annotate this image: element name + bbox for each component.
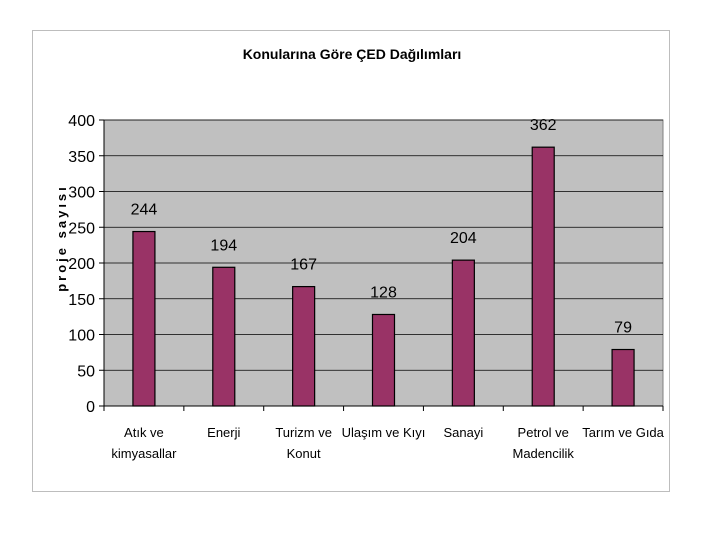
y-tick-label: 250: [68, 220, 95, 237]
bar-value-label: 204: [450, 230, 477, 247]
y-tick-label: 100: [68, 328, 95, 345]
bar-value-label: 167: [290, 257, 317, 274]
bar: [292, 285, 316, 407]
category-label: Ulaşım ve Kıyı: [342, 425, 426, 440]
category-label: Tarım ve Gıda: [582, 425, 664, 440]
bar-value-label: 244: [131, 202, 158, 219]
category-label: Madencilik: [513, 446, 575, 461]
y-tick-label: 200: [68, 256, 95, 273]
y-tick-label: 0: [86, 399, 95, 416]
bar: [531, 146, 555, 407]
bar: [371, 313, 396, 407]
category-label: Konut: [287, 446, 321, 461]
y-tick-label: 400: [68, 113, 95, 130]
bar: [132, 230, 156, 407]
bar: [212, 266, 236, 407]
bar: [451, 259, 475, 407]
bar: [611, 348, 635, 407]
bar-value-label: 128: [370, 284, 397, 301]
y-tick-label: 150: [68, 292, 95, 309]
y-tick-label: 350: [68, 149, 95, 166]
category-label: kimyasallar: [111, 446, 177, 461]
bar-value-label: 362: [530, 117, 557, 134]
chart-title: Konularına Göre ÇED Dağılımları: [243, 46, 462, 62]
category-label: Sanayi: [443, 425, 483, 440]
category-label: Petrol ve: [518, 425, 569, 440]
category-label: Enerji: [207, 425, 240, 440]
plot-area: 0 50 100 150 200 250 300 350 400 244 Atık ve kimyas…: [68, 113, 664, 461]
category-label: Atık ve: [124, 425, 164, 440]
bar-value-label: 194: [210, 237, 237, 254]
y-tick-label: 300: [68, 185, 95, 202]
y-tick-label: 50: [77, 363, 95, 380]
category-label: Turizm ve: [275, 425, 332, 440]
y-axis-label: proje sayısı: [54, 184, 69, 292]
bar-value-label: 79: [614, 320, 632, 337]
